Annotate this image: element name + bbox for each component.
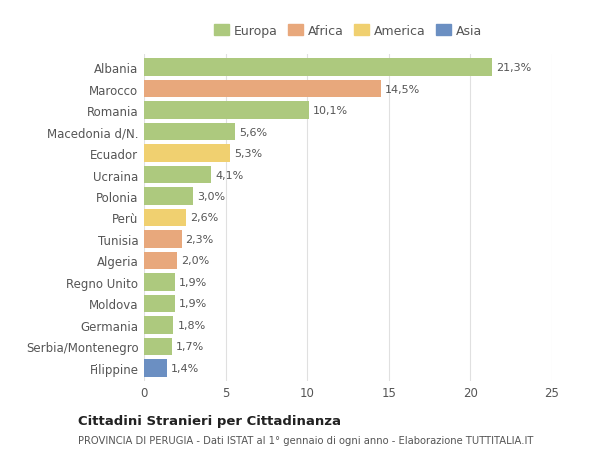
Bar xyxy=(144,209,187,227)
Text: PROVINCIA DI PERUGIA - Dati ISTAT al 1° gennaio di ogni anno - Elaborazione TUTT: PROVINCIA DI PERUGIA - Dati ISTAT al 1° … xyxy=(78,435,533,445)
Bar xyxy=(144,274,175,291)
Bar xyxy=(144,188,193,205)
Text: 1,8%: 1,8% xyxy=(178,320,206,330)
Text: 2,6%: 2,6% xyxy=(191,213,219,223)
Text: 2,3%: 2,3% xyxy=(185,235,214,245)
Text: 1,9%: 1,9% xyxy=(179,277,208,287)
Bar xyxy=(144,59,491,77)
Text: 2,0%: 2,0% xyxy=(181,256,209,266)
Bar xyxy=(144,166,211,184)
Bar xyxy=(144,123,235,141)
Text: 5,3%: 5,3% xyxy=(235,149,263,159)
Text: 5,6%: 5,6% xyxy=(239,127,268,137)
Text: Cittadini Stranieri per Cittadinanza: Cittadini Stranieri per Cittadinanza xyxy=(78,414,341,428)
Bar xyxy=(144,102,309,120)
Bar xyxy=(144,316,173,334)
Legend: Europa, Africa, America, Asia: Europa, Africa, America, Asia xyxy=(212,22,484,40)
Text: 21,3%: 21,3% xyxy=(496,63,531,73)
Text: 10,1%: 10,1% xyxy=(313,106,348,116)
Bar xyxy=(144,81,380,98)
Text: 1,4%: 1,4% xyxy=(171,363,199,373)
Text: 3,0%: 3,0% xyxy=(197,191,225,202)
Bar xyxy=(144,338,172,355)
Bar xyxy=(144,145,230,162)
Text: 4,1%: 4,1% xyxy=(215,170,243,180)
Bar xyxy=(144,359,167,377)
Bar xyxy=(144,231,182,248)
Bar xyxy=(144,295,175,313)
Text: 14,5%: 14,5% xyxy=(385,84,420,95)
Text: 1,9%: 1,9% xyxy=(179,299,208,309)
Bar xyxy=(144,252,176,270)
Text: 1,7%: 1,7% xyxy=(176,341,204,352)
